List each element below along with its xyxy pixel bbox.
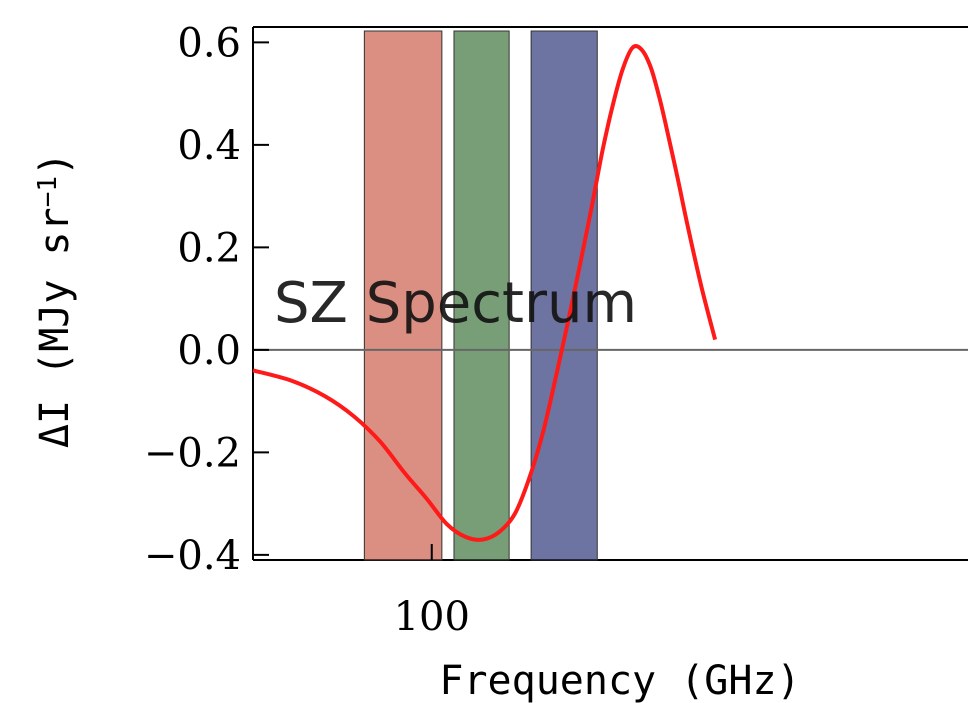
y-axis-ticks: 0.6 0.4 0.2 0.0 −0.2 −0.4 bbox=[144, 20, 269, 579]
x-axis-title: Frequency (GHz) bbox=[439, 658, 800, 703]
y-axis-title-close: ) bbox=[32, 152, 78, 176]
y-axis-title: ΔI (MJy sr−1) bbox=[32, 152, 78, 448]
y-tick-label: 0.6 bbox=[177, 20, 241, 66]
x-axis-ticks: 100 bbox=[394, 544, 470, 640]
y-tick-label: −0.2 bbox=[144, 430, 241, 476]
x-tick-label: 100 bbox=[394, 594, 470, 640]
y-tick-label: 0.0 bbox=[177, 328, 241, 374]
frequency-bands bbox=[363, 30, 598, 561]
frequency-band-2 bbox=[453, 30, 510, 561]
y-tick-label: −0.4 bbox=[144, 533, 241, 579]
frequency-band-3 bbox=[530, 30, 598, 561]
y-axis-title-main: ΔI (MJy sr bbox=[32, 207, 78, 448]
y-axis-title-superscript: −1 bbox=[33, 176, 63, 207]
sz-spectrum-annotation: SZ Spectrum bbox=[274, 271, 637, 336]
y-tick-label: 0.4 bbox=[177, 123, 241, 169]
sz-spectrum-curve bbox=[252, 44, 718, 542]
y-tick-label: 0.2 bbox=[177, 225, 241, 271]
